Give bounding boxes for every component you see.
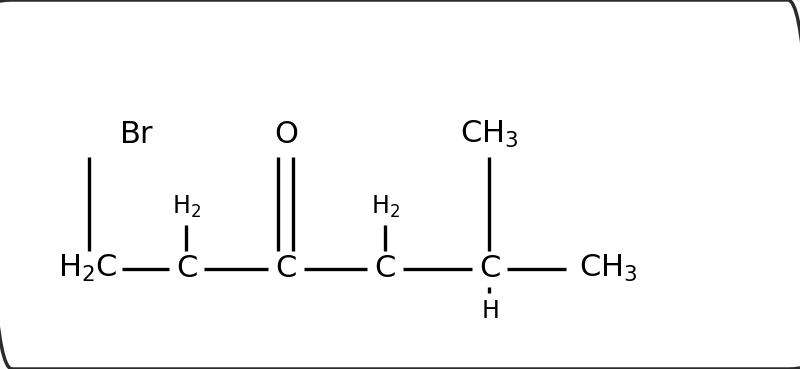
Text: $\mathregular{CH_3}$: $\mathregular{CH_3}$ <box>460 119 518 151</box>
Text: $\mathregular{C}$: $\mathregular{C}$ <box>478 254 500 283</box>
Text: $\mathregular{H_2}$: $\mathregular{H_2}$ <box>370 194 399 220</box>
Text: $\mathregular{H_2}$: $\mathregular{H_2}$ <box>172 194 201 220</box>
Text: $\mathregular{C}$: $\mathregular{C}$ <box>374 254 396 283</box>
Text: $\mathregular{CH_3}$: $\mathregular{CH_3}$ <box>579 254 638 284</box>
Text: $\mathregular{Br}$: $\mathregular{Br}$ <box>119 120 154 149</box>
Text: $\mathregular{H_2C}$: $\mathregular{H_2C}$ <box>58 254 117 284</box>
Text: $\mathregular{O}$: $\mathregular{O}$ <box>274 120 298 149</box>
Text: $\mathregular{C}$: $\mathregular{C}$ <box>275 254 297 283</box>
Text: $\mathregular{H}$: $\mathregular{H}$ <box>481 299 498 323</box>
Text: $\mathregular{C}$: $\mathregular{C}$ <box>176 254 198 283</box>
